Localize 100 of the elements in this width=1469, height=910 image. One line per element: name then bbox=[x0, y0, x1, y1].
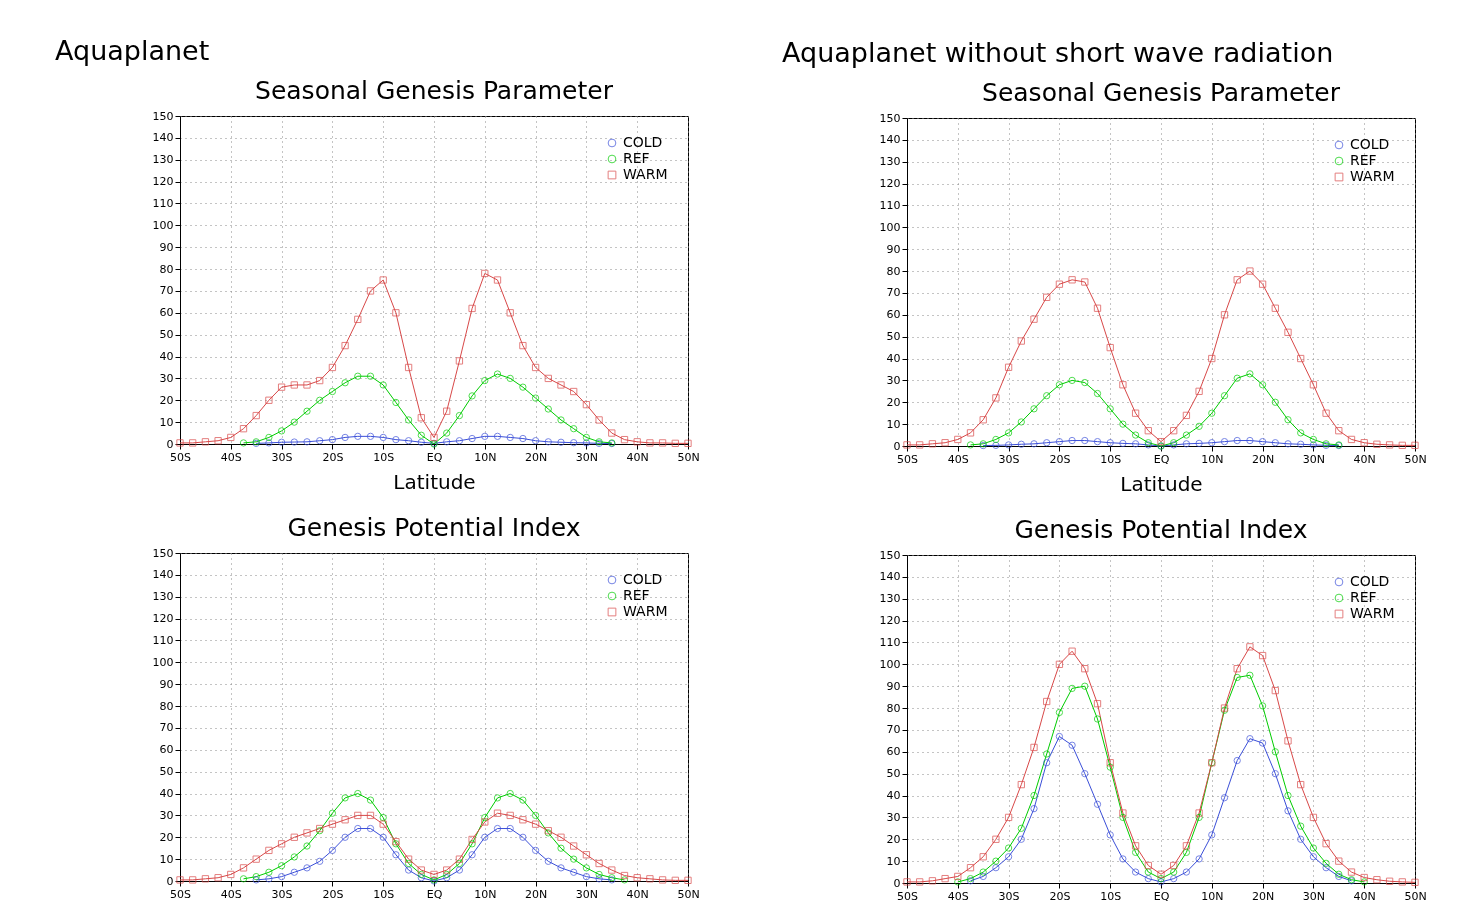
y-tick-label: 110 bbox=[152, 196, 174, 210]
legend-label: REF bbox=[1350, 589, 1377, 605]
y-tick-label: 20 bbox=[159, 393, 174, 407]
text: Aquaplanet without short wave radiation bbox=[782, 37, 1334, 68]
y-tick-label: 110 bbox=[879, 198, 901, 212]
chart-title: Seasonal Genesis Parameter bbox=[982, 78, 1341, 107]
y-tick-label: 140 bbox=[152, 568, 174, 582]
y-tick-label: 150 bbox=[152, 109, 174, 123]
x-tick-label: 50S bbox=[897, 889, 918, 903]
x-tick-label: EQ bbox=[1153, 452, 1170, 466]
x-tick-label: 20N bbox=[1251, 889, 1275, 903]
legend-label: WARM bbox=[623, 166, 668, 182]
x-tick-label: 30N bbox=[1302, 452, 1326, 466]
y-tick-label: 40 bbox=[159, 350, 174, 364]
y-tick-label: 120 bbox=[879, 614, 901, 628]
y-tick-label: 50 bbox=[159, 765, 174, 779]
y-tick-label: 70 bbox=[159, 721, 174, 735]
y-tick-label: 0 bbox=[166, 874, 174, 888]
x-tick-label: 30S bbox=[271, 887, 293, 901]
x-tick-label: 50S bbox=[897, 452, 918, 466]
y-tick-label: 130 bbox=[152, 590, 174, 604]
chart-title: Genesis Potential Index bbox=[1014, 515, 1308, 544]
y-tick-label: 0 bbox=[893, 439, 901, 453]
x-tick-label: 10S bbox=[1100, 452, 1122, 466]
y-tick-label: 90 bbox=[886, 679, 901, 693]
x-tick-label: 40S bbox=[947, 452, 969, 466]
y-tick-label: 120 bbox=[152, 612, 174, 626]
y-tick-label: 50 bbox=[886, 767, 901, 781]
x-axis-title: Latitude bbox=[1120, 471, 1203, 496]
x-tick-label: EQ bbox=[426, 450, 443, 464]
x-tick-label: 30N bbox=[575, 450, 599, 464]
legend-label: REF bbox=[1350, 152, 1377, 168]
y-tick-label: 80 bbox=[159, 699, 174, 713]
y-tick-label: 60 bbox=[159, 306, 174, 320]
y-tick-label: 70 bbox=[886, 723, 901, 737]
legend-label: WARM bbox=[1350, 605, 1395, 621]
x-tick-label: 10N bbox=[474, 450, 497, 464]
y-tick-label: 10 bbox=[159, 852, 174, 866]
y-tick-label: 60 bbox=[886, 745, 901, 759]
y-tick-label: 60 bbox=[886, 308, 901, 322]
y-tick-label: 40 bbox=[886, 352, 901, 366]
chart-title: Seasonal Genesis Parameter bbox=[255, 76, 614, 105]
x-tick-label: 30S bbox=[998, 889, 1020, 903]
x-tick-label: 30N bbox=[575, 887, 599, 901]
y-tick-label: 100 bbox=[152, 655, 174, 669]
x-tick-label: 40S bbox=[220, 450, 242, 464]
legend-label: COLD bbox=[1350, 136, 1390, 152]
y-tick-label: 150 bbox=[879, 548, 901, 562]
x-tick-label: 50N bbox=[1404, 452, 1427, 466]
y-tick-label: 30 bbox=[886, 373, 901, 387]
y-tick-label: 120 bbox=[879, 177, 901, 191]
chart-title: Genesis Potential Index bbox=[287, 513, 581, 542]
y-tick-label: 80 bbox=[886, 701, 901, 715]
x-tick-label: EQ bbox=[1153, 889, 1170, 903]
x-tick-label: 20S bbox=[1049, 889, 1071, 903]
x-tick-label: 40S bbox=[220, 887, 242, 901]
y-tick-label: 80 bbox=[886, 264, 901, 278]
x-tick-label: 20N bbox=[524, 450, 548, 464]
y-tick-label: 150 bbox=[152, 546, 174, 560]
x-tick-label: 10S bbox=[373, 450, 395, 464]
x-tick-label: 40S bbox=[947, 889, 969, 903]
legend-label: REF bbox=[623, 587, 650, 603]
y-tick-label: 90 bbox=[886, 242, 901, 256]
x-tick-label: 10S bbox=[1100, 889, 1122, 903]
y-tick-label: 90 bbox=[159, 677, 174, 691]
x-tick-label: 50S bbox=[170, 450, 191, 464]
x-tick-label: 40N bbox=[1353, 452, 1376, 466]
y-tick-label: 40 bbox=[886, 789, 901, 803]
x-tick-label: 10S bbox=[373, 887, 395, 901]
y-tick-label: 10 bbox=[886, 417, 901, 431]
x-tick-label: 30S bbox=[998, 452, 1020, 466]
y-tick-label: 130 bbox=[879, 155, 901, 169]
x-tick-label: 20N bbox=[524, 887, 548, 901]
legend-label: COLD bbox=[1350, 573, 1390, 589]
y-tick-label: 0 bbox=[166, 437, 174, 451]
y-tick-label: 20 bbox=[886, 832, 901, 846]
x-tick-label: 10N bbox=[1201, 889, 1224, 903]
x-tick-label: 30N bbox=[1302, 889, 1326, 903]
y-tick-label: 140 bbox=[879, 570, 901, 584]
y-tick-label: 140 bbox=[879, 133, 901, 147]
x-tick-label: 30S bbox=[271, 450, 293, 464]
x-tick-label: EQ bbox=[426, 887, 443, 901]
x-tick-label: 50N bbox=[677, 450, 700, 464]
y-tick-label: 70 bbox=[886, 286, 901, 300]
y-tick-label: 10 bbox=[159, 415, 174, 429]
y-tick-label: 130 bbox=[879, 592, 901, 606]
y-tick-label: 80 bbox=[159, 262, 174, 276]
y-tick-label: 50 bbox=[886, 330, 901, 344]
y-tick-label: 130 bbox=[152, 153, 174, 167]
y-tick-label: 40 bbox=[159, 787, 174, 801]
y-tick-label: 100 bbox=[879, 220, 901, 234]
text: Aquaplanet bbox=[55, 35, 210, 66]
x-tick-label: 20N bbox=[1251, 452, 1275, 466]
x-axis-title: Latitude bbox=[393, 469, 476, 494]
y-tick-label: 70 bbox=[159, 284, 174, 298]
x-tick-label: 20S bbox=[1049, 452, 1071, 466]
y-tick-label: 20 bbox=[159, 830, 174, 844]
y-tick-label: 50 bbox=[159, 328, 174, 342]
y-tick-label: 120 bbox=[152, 175, 174, 189]
x-tick-label: 50N bbox=[1404, 889, 1427, 903]
